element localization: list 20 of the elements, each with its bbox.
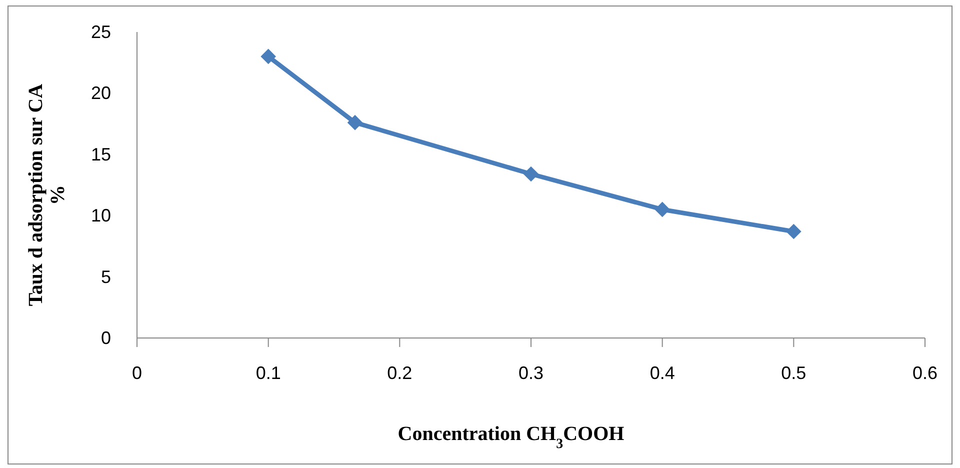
- point: [347, 114, 363, 130]
- y-tick-label: 5: [100, 266, 111, 287]
- x-tick-label: 0.1: [256, 363, 281, 383]
- point: [523, 166, 539, 182]
- x-tick-label: 0.4: [650, 363, 675, 383]
- x-tick-label: 0.6: [912, 363, 938, 383]
- y-axis-title: Taux d adsorption sur CA %: [25, 83, 69, 306]
- point: [786, 224, 802, 240]
- x-axis-title: Concentration CH$_{3}$COOH: [398, 423, 625, 452]
- y-tick-label: 0: [100, 328, 111, 348]
- y-tick-label: 10: [90, 206, 111, 226]
- x-tick-label: 0.3: [518, 363, 544, 383]
- point: [654, 202, 670, 218]
- point: [260, 48, 276, 64]
- x-tick-label: 0.5: [781, 363, 806, 383]
- x-tick-label: 0: [132, 363, 142, 383]
- y-tick-label: 15: [90, 144, 111, 164]
- y-tick-label: 20: [90, 83, 111, 104]
- x-tick-label: 0.2: [387, 363, 412, 383]
- y-tick-label: 25: [90, 22, 111, 42]
